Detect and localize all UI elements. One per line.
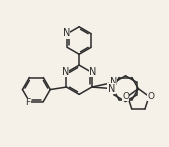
Text: N: N [108,84,115,94]
Text: N: N [89,67,97,77]
Text: O: O [122,92,129,101]
Text: F: F [25,98,30,107]
Text: N: N [110,77,117,87]
Text: O: O [148,92,155,101]
Text: N: N [63,28,70,38]
Text: N: N [62,67,69,77]
